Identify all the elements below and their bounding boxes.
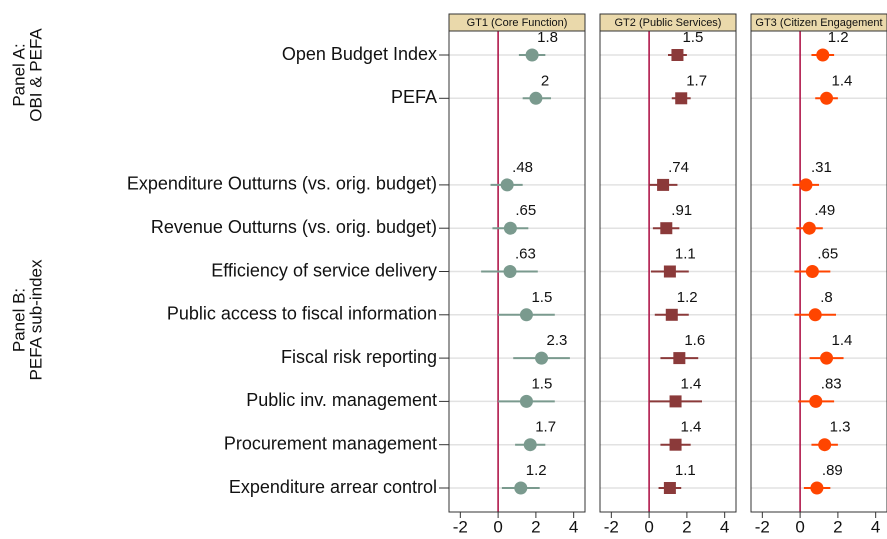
x-tick-label: -2 <box>453 517 468 536</box>
value-label: 1.6 <box>684 332 705 349</box>
row-group-label: Panel B: <box>9 288 28 352</box>
value-label: .74 <box>668 159 689 176</box>
point-estimate <box>514 481 528 495</box>
point-estimate <box>808 308 822 322</box>
value-label: 1.1 <box>675 462 696 479</box>
point-estimate <box>818 438 832 452</box>
point-estimate <box>519 394 533 408</box>
panel-title: GT2 (Public Services) <box>615 17 722 29</box>
category-label: Expenditure arrear control <box>229 477 437 497</box>
panel-frame <box>599 30 737 513</box>
value-label: 2 <box>541 72 549 89</box>
value-label: .63 <box>515 245 536 262</box>
row-group-label: OBI & PEFA <box>26 28 45 122</box>
point-estimate <box>820 91 834 105</box>
value-label: .65 <box>817 245 838 262</box>
x-tick-label: -2 <box>604 517 619 536</box>
x-tick-label: 0 <box>795 517 804 536</box>
value-label: 2.3 <box>547 332 568 349</box>
point-estimate <box>503 221 517 235</box>
x-tick-label: -2 <box>755 517 770 536</box>
category-label: Efficiency of service delivery <box>211 260 437 280</box>
point-estimate <box>816 48 830 62</box>
panel-frame <box>750 30 887 513</box>
point-estimate <box>660 222 673 235</box>
x-tick-label: 4 <box>569 517 578 536</box>
x-tick-label: 2 <box>682 517 691 536</box>
panel: GT1 (Core Function) -2 0 2 4 1.8 2 .48 .65 .63 1.5… <box>448 13 586 536</box>
category-label: Expenditure Outturns (vs. orig. budget) <box>127 174 437 194</box>
point-estimate <box>805 265 819 278</box>
panel-title: GT1 (Core Function) <box>467 17 568 29</box>
point-estimate <box>523 438 537 452</box>
point-estimate <box>657 178 670 191</box>
x-tick-label: 2 <box>531 517 540 536</box>
point-estimate <box>820 351 834 365</box>
point-estimate <box>810 481 824 495</box>
value-label: .65 <box>515 202 536 219</box>
value-label: .8 <box>820 289 833 306</box>
value-label: 1.5 <box>531 375 552 392</box>
value-label: 1.4 <box>681 419 702 436</box>
value-label: 1.2 <box>677 289 698 306</box>
value-label: .31 <box>811 159 832 176</box>
point-estimate <box>675 92 688 105</box>
value-label: 1.8 <box>537 29 558 46</box>
category-label: Public inv. management <box>246 390 437 410</box>
point-estimate <box>503 265 517 278</box>
point-estimate <box>671 49 684 61</box>
x-tick-label: 2 <box>833 517 842 536</box>
point-estimate <box>663 265 676 278</box>
panel-title: GT3 (Citizen Engagement <box>755 17 882 29</box>
value-label: 1.2 <box>526 462 547 479</box>
value-label: 1.4 <box>681 375 702 392</box>
point-estimate <box>535 351 549 365</box>
value-label: 1.3 <box>830 419 851 436</box>
point-estimate <box>669 438 682 451</box>
x-tick-label: 0 <box>493 517 502 536</box>
point-estimate <box>809 394 823 408</box>
value-label: 1.5 <box>682 29 703 46</box>
value-label: 1.4 <box>832 332 853 349</box>
value-label: 1.4 <box>832 72 853 89</box>
panel: GT2 (Public Services) -2 0 2 4 1.5 1.7 .74 .91 1.… <box>599 13 737 536</box>
value-label: .89 <box>822 462 843 479</box>
panel-frame <box>448 30 586 513</box>
panel: GT3 (Citizen Engagement -2 0 2 4 1.2 1.4 .31 .49… <box>750 13 887 536</box>
category-label: Open Budget Index <box>282 44 437 64</box>
row-group-label: Panel A: <box>9 43 28 106</box>
x-tick-label: 4 <box>720 517 729 536</box>
point-estimate <box>669 395 682 408</box>
value-label: 1.1 <box>675 245 696 262</box>
point-estimate <box>663 482 676 494</box>
value-label: 1.5 <box>531 289 552 306</box>
category-label: Public access to fiscal information <box>167 304 437 324</box>
value-label: .83 <box>821 375 842 392</box>
point-estimate <box>799 178 813 192</box>
point-estimate <box>525 48 539 62</box>
value-label: .48 <box>512 159 533 176</box>
value-label: .49 <box>814 202 835 219</box>
value-label: 1.2 <box>828 29 849 46</box>
value-label: 1.7 <box>686 72 707 89</box>
row-group-label: PEFA sub-index <box>26 259 45 380</box>
point-estimate <box>802 221 816 235</box>
point-estimate <box>665 308 678 321</box>
category-label: Revenue Outturns (vs. orig. budget) <box>151 217 437 237</box>
point-estimate <box>529 91 543 105</box>
x-tick-label: 0 <box>644 517 653 536</box>
category-label: Fiscal risk reporting <box>281 347 437 367</box>
category-label: PEFA <box>391 87 437 107</box>
value-label: 1.7 <box>535 419 556 436</box>
point-estimate <box>500 178 514 192</box>
x-tick-label: 4 <box>871 517 880 536</box>
point-estimate <box>673 352 686 365</box>
point-estimate <box>519 308 533 322</box>
value-label: .91 <box>671 202 692 219</box>
category-label: Procurement management <box>224 433 437 453</box>
